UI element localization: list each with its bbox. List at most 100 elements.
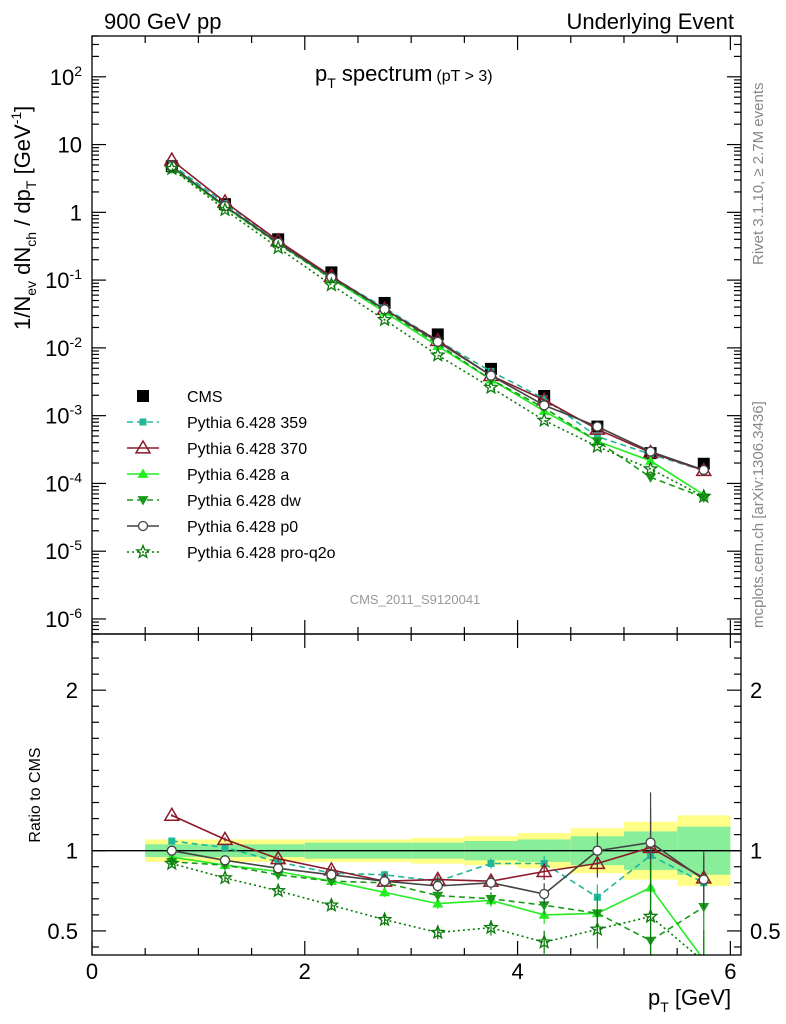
legend-marker <box>134 439 152 454</box>
ratio-line <box>171 840 705 899</box>
data-point <box>163 160 180 176</box>
ratio-point <box>326 869 337 880</box>
ratio-point <box>166 845 177 856</box>
ratio-pythia-6-428-p0 <box>166 792 709 909</box>
legend-label: Pythia 6.428 p0 <box>187 519 298 536</box>
ratio-point <box>645 837 656 848</box>
series-pythia-6-428-p0 <box>166 161 709 476</box>
y-tick-label-right: 0.5 <box>750 919 781 944</box>
data-point <box>589 438 606 454</box>
legend-label: Pythia 6.428 a <box>187 467 289 484</box>
x-tick-label: 4 <box>511 959 523 984</box>
header-right: Underlying Event <box>566 9 734 34</box>
analysis-watermark: CMS_2011_S9120041 <box>350 592 481 607</box>
ratio-point <box>216 830 234 846</box>
y-tick-label: 102 <box>50 63 82 90</box>
data-point <box>536 412 553 428</box>
ratio-point <box>536 933 553 949</box>
legend-label: CMS <box>187 389 223 406</box>
title-sub: T <box>327 75 336 91</box>
ratio-point <box>539 888 550 900</box>
bottom-panel-frame <box>91 633 742 956</box>
ratio-point <box>592 845 603 856</box>
ratio-point <box>642 908 659 924</box>
x-tick-label: 2 <box>299 959 311 984</box>
ratio-point <box>487 860 495 868</box>
legend-marker <box>139 418 147 426</box>
title-p: p <box>315 61 327 86</box>
legend-label: Pythia 6.428 dw <box>187 493 301 510</box>
y-tick-label-left: 0.5 <box>47 919 78 944</box>
ratio-point <box>272 870 284 881</box>
series-line <box>171 163 705 472</box>
data-point <box>645 455 657 465</box>
legend-marker <box>137 496 149 506</box>
series-pythia-6-428-pro-q2o <box>163 160 712 504</box>
ratio-point <box>429 924 446 940</box>
ratio-point <box>703 954 705 955</box>
x-tick-label: 6 <box>724 959 736 984</box>
ratio-point <box>273 863 284 874</box>
series-line <box>171 168 705 498</box>
ratio-pythia-6-428-pro-q2o <box>163 855 705 955</box>
ratio-line <box>171 862 698 955</box>
data-point <box>645 473 657 483</box>
legend-entry: CMS <box>137 389 223 406</box>
ratio-point <box>432 891 444 902</box>
source-label: mcplots.cern.ch [arXiv:1306.3436] <box>750 401 767 628</box>
ratio-point <box>485 894 497 905</box>
ratio-point <box>379 886 391 897</box>
legend-label: Pythia 6.428 pro-q2o <box>187 545 336 562</box>
title-cut: (pT > 3) <box>436 68 492 85</box>
y-tick-label-left: 2 <box>66 678 78 703</box>
ratio-point <box>379 876 390 887</box>
data-point <box>698 493 710 503</box>
data-point <box>376 311 393 327</box>
ratio-point <box>432 898 444 908</box>
ratio-point <box>163 855 180 871</box>
data-point <box>217 201 233 217</box>
y-tick-label: 10-2 <box>45 334 82 361</box>
x-tick-label: 0 <box>86 959 98 984</box>
bottom-xlabel: pT [GeV] <box>648 985 731 1015</box>
bottom-ylabel: Ratio to CMS <box>27 747 44 842</box>
ratio-point <box>168 837 176 845</box>
data-point <box>645 446 656 457</box>
y-tick-label: 1 <box>70 200 82 225</box>
data-point <box>591 437 603 447</box>
y-tick-label-right: 2 <box>750 678 762 703</box>
data-point <box>429 346 446 362</box>
ratio-point <box>325 877 337 887</box>
rivet-version-label: Rivet 3.1.10, ≥ 2.7M events <box>750 83 767 266</box>
legend-entry: Pythia 6.428 p0 <box>127 519 298 536</box>
data-point <box>642 460 659 476</box>
ratio-point <box>376 911 393 927</box>
legend-label: Pythia 6.428 359 <box>187 415 307 432</box>
legend-marker <box>137 390 149 402</box>
y-tick-label-left: 1 <box>66 839 78 864</box>
data-point <box>540 395 548 403</box>
ratio-point <box>535 863 553 878</box>
data-point <box>270 239 287 255</box>
y-tick-label: 10 <box>58 133 82 158</box>
ratio-point <box>698 874 709 885</box>
ratio-point <box>221 843 229 851</box>
legend-entry: Pythia 6.428 dw <box>127 493 301 510</box>
data-point <box>539 400 550 411</box>
ratio-point <box>219 855 231 866</box>
ratio-point <box>274 858 282 866</box>
legend-entry: Pythia 6.428 359 <box>127 415 307 432</box>
ratio-point <box>485 877 497 888</box>
panel-title: pT spectrum (pT > 3) <box>315 61 493 91</box>
data-point <box>483 379 499 395</box>
data-point <box>323 276 340 292</box>
header-left: 900 GeV pp <box>104 9 221 34</box>
legend-marker <box>137 468 149 478</box>
ratio-point <box>589 921 606 937</box>
ratio-point <box>163 806 181 822</box>
y-tick-label: 10-6 <box>45 605 82 632</box>
data-point <box>432 336 443 347</box>
ratio-point <box>270 882 287 898</box>
data-point <box>695 488 712 504</box>
